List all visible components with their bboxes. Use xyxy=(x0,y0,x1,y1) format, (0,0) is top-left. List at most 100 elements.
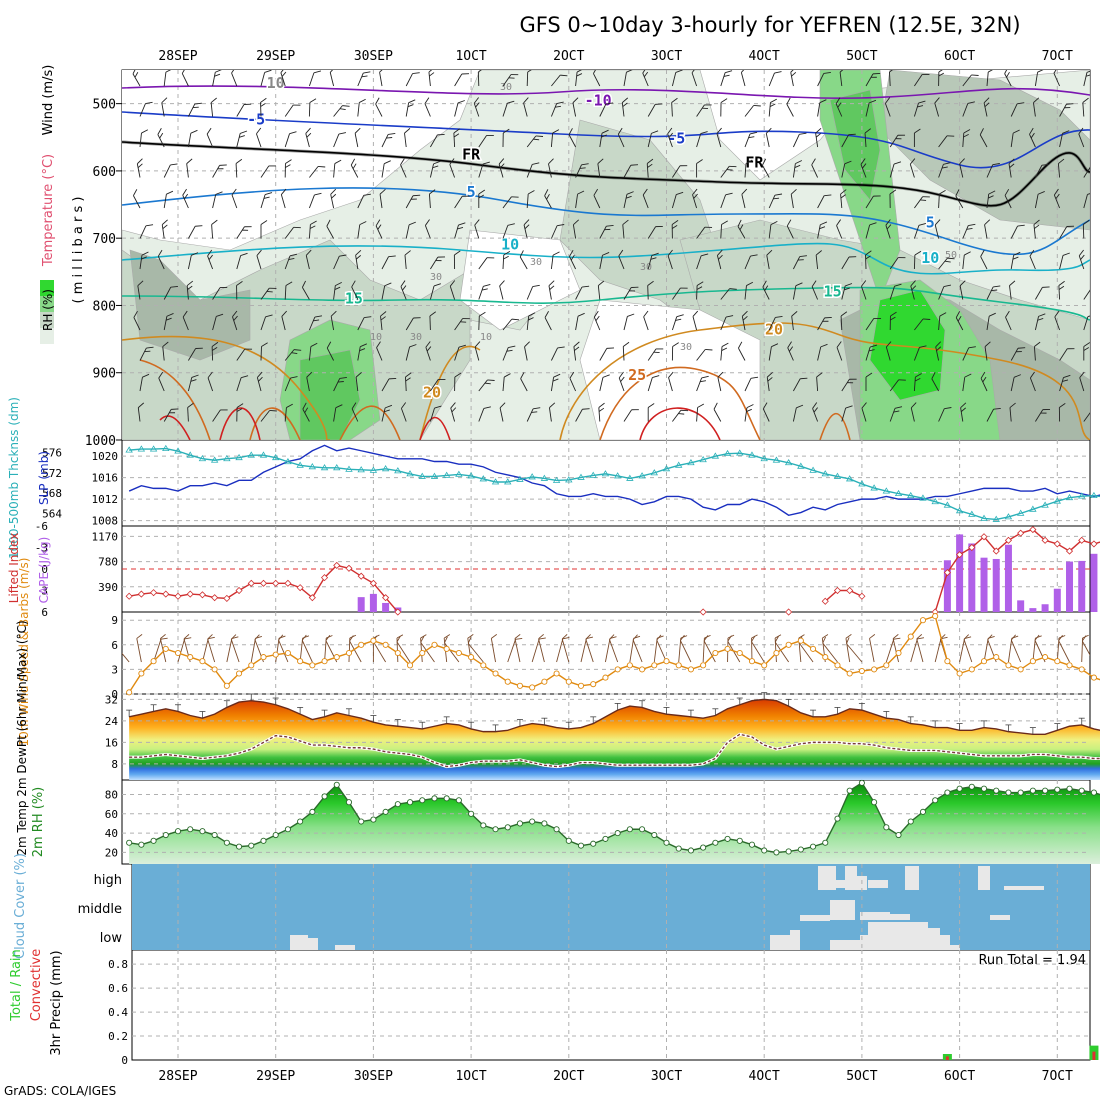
slp-series xyxy=(128,444,1100,516)
wind-barb xyxy=(696,159,703,178)
wind-barb xyxy=(550,129,560,148)
wind-speed-series-point xyxy=(810,645,817,652)
wind-barb xyxy=(744,159,753,178)
thickness-series-point xyxy=(736,449,744,456)
rh2m-series-point xyxy=(797,846,804,853)
thickness-series-point xyxy=(577,473,585,480)
wind-barb xyxy=(1079,371,1085,392)
wind-barb xyxy=(914,73,930,87)
wind-barb xyxy=(524,341,530,361)
wind-barb xyxy=(207,249,214,270)
wind-barb xyxy=(519,250,528,270)
wind-barb xyxy=(938,162,951,178)
wind-barb xyxy=(236,226,252,239)
wind-barb xyxy=(381,255,396,270)
wind-speed-series-point xyxy=(687,666,694,673)
wind-barb xyxy=(1008,635,1019,663)
wind-barb xyxy=(791,311,798,331)
rh2m-series-point xyxy=(1017,789,1024,796)
cape-tick-label: 1170 xyxy=(92,530,119,543)
wind-barb xyxy=(454,372,462,392)
wind-barb xyxy=(449,280,456,300)
wind-barb xyxy=(667,249,673,270)
wind-speed-series-point xyxy=(663,658,670,665)
wind-barb xyxy=(1033,341,1041,361)
thickness-series-point xyxy=(650,469,658,476)
li-series-point xyxy=(162,590,170,598)
wind-barb xyxy=(350,158,359,178)
wind-barb xyxy=(593,188,601,209)
temp-tick-label: 32 xyxy=(105,693,118,706)
wind-barb xyxy=(575,285,590,300)
wind-barb xyxy=(716,127,722,148)
wind-barb xyxy=(207,634,216,663)
rh2m-series-point xyxy=(968,783,975,790)
wind-barb xyxy=(841,133,856,148)
cloud-block xyxy=(860,912,890,920)
rh2m-series-point xyxy=(443,795,450,802)
wind-barb xyxy=(575,312,585,331)
thickness-series xyxy=(129,447,1100,521)
isotherm-label: FR xyxy=(745,153,764,171)
wind-barb xyxy=(963,634,973,663)
rh2m-series-point xyxy=(174,828,182,835)
wind-barb xyxy=(256,371,263,392)
wind-barb xyxy=(139,346,154,361)
wind-barb xyxy=(284,403,293,422)
wind-barb xyxy=(656,634,667,663)
top-date-axis: 28SEP 29SEP 30SEP 1OCT 2OCT 3OCT 4OCT 5OCT 6OCT 7… xyxy=(158,49,1073,64)
wind-barb xyxy=(986,285,1001,300)
wind-barb xyxy=(1083,70,1090,87)
rh2m-series-point xyxy=(736,837,743,844)
wind-barb xyxy=(236,281,243,300)
wind-barb xyxy=(284,226,301,239)
wind-barb xyxy=(330,188,337,209)
isotherm-label: -5 xyxy=(667,129,685,147)
wind-barb xyxy=(959,158,965,178)
wind-barb xyxy=(1009,402,1016,422)
wind-barb xyxy=(538,634,545,663)
wind-barb xyxy=(593,310,601,331)
wind-barb xyxy=(260,220,268,239)
wind-barb xyxy=(351,280,359,300)
y-axis-labels: Wind (m/s) Temperature (°C) RH (%) ( m i l … xyxy=(7,65,86,1056)
wind-barb xyxy=(599,102,614,117)
wind-barb xyxy=(526,190,535,209)
rh2m-series-point xyxy=(419,797,426,804)
wind-barb xyxy=(162,341,169,361)
wind-barb xyxy=(1005,310,1012,331)
wind-barb xyxy=(1083,287,1090,300)
wind-barb xyxy=(161,97,168,117)
rh2m-series-point xyxy=(321,793,328,800)
thickness-series-point xyxy=(1029,505,1037,512)
wind-barb xyxy=(284,376,298,392)
wind-barb xyxy=(1010,374,1021,392)
isotherm-label: 10 xyxy=(501,236,519,254)
temp-tick-label: 24 xyxy=(105,715,119,728)
wind-barb xyxy=(696,349,713,361)
wind-barb xyxy=(357,98,366,117)
wind-barb xyxy=(623,313,635,331)
wind-barb xyxy=(671,342,679,361)
wind-barb xyxy=(768,98,777,117)
date-label-bottom: 1OCT xyxy=(455,1069,486,1084)
wind-barb xyxy=(609,634,619,663)
thickness-series-point xyxy=(235,453,243,461)
wind-barb xyxy=(671,314,684,331)
wind-barb xyxy=(768,71,782,87)
cape-bar xyxy=(992,558,1000,612)
wind-barb xyxy=(1058,403,1066,422)
thickness-axis-title: 1000-500mb Thcknss (dm) xyxy=(7,397,21,559)
rh2m-series-point xyxy=(895,831,902,839)
thickness-series-point xyxy=(149,445,158,452)
wind-barb xyxy=(1059,348,1075,361)
rh2m-series-point xyxy=(639,826,646,833)
wind-barb xyxy=(1035,163,1050,178)
wind-barb xyxy=(691,70,698,87)
wind-barb xyxy=(737,219,746,239)
slp-tick-label: 1008 xyxy=(92,515,119,528)
wind-barb xyxy=(478,134,494,148)
wind-barb xyxy=(786,97,794,117)
wind-barb xyxy=(938,407,952,422)
wind-barb xyxy=(478,189,486,208)
